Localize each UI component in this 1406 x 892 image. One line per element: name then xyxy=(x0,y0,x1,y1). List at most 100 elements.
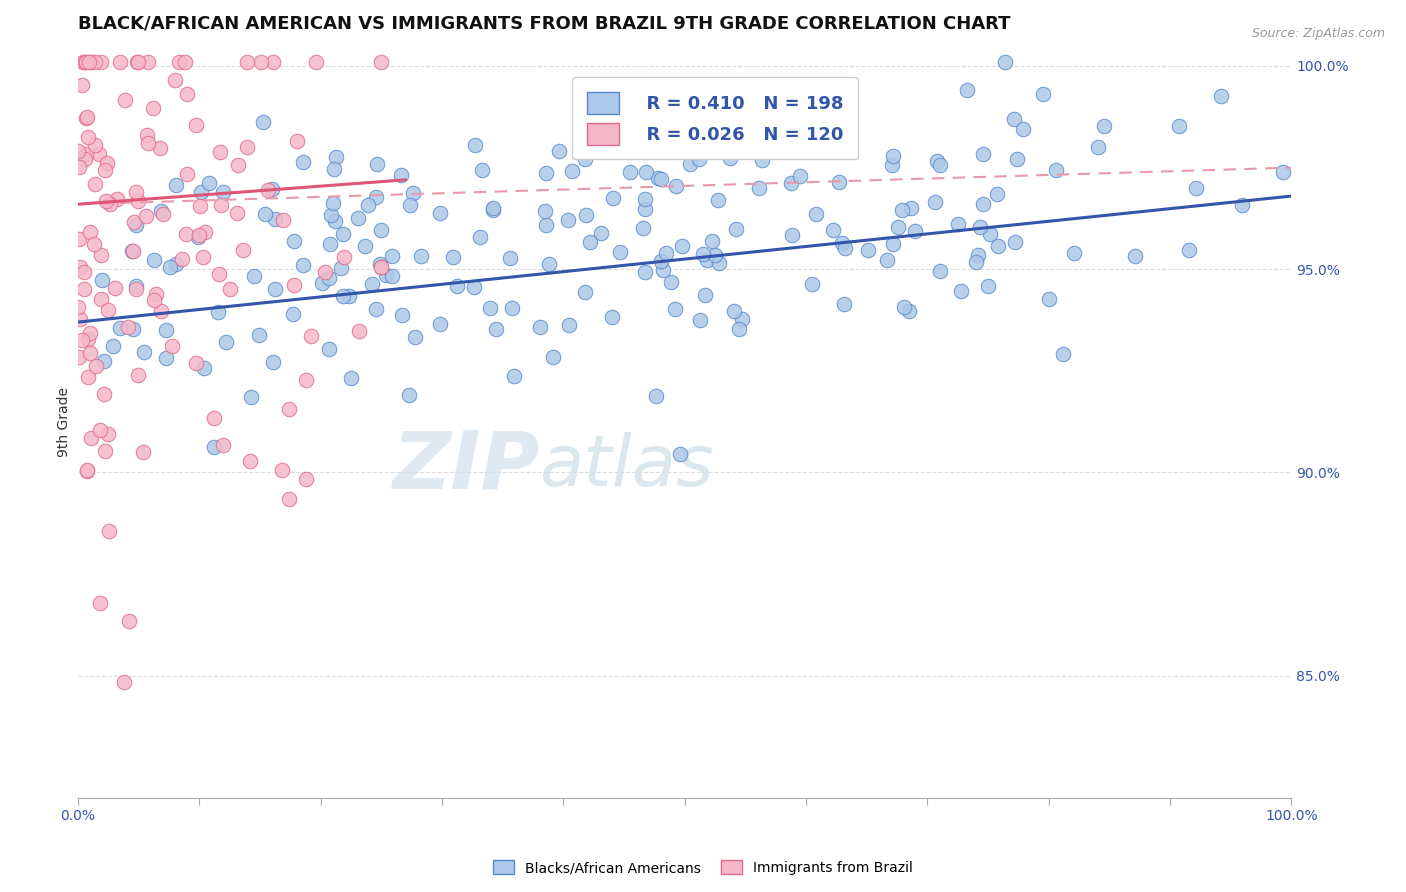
Point xyxy=(202,410,225,425)
Point xyxy=(90,54,112,69)
Point xyxy=(887,219,910,234)
Point xyxy=(94,443,117,458)
Point xyxy=(150,204,173,219)
Point xyxy=(93,387,115,401)
Point xyxy=(122,215,145,229)
Point xyxy=(655,245,678,260)
Point xyxy=(83,237,105,252)
Point xyxy=(634,202,657,216)
Point xyxy=(1230,198,1253,212)
Point xyxy=(688,152,710,166)
Point xyxy=(132,445,155,459)
Point xyxy=(143,293,166,307)
Point xyxy=(731,312,754,326)
Point xyxy=(900,201,922,215)
Point xyxy=(135,128,157,142)
Point xyxy=(70,333,93,347)
Point xyxy=(218,282,240,296)
Point xyxy=(89,423,111,437)
Point xyxy=(366,157,388,171)
Point xyxy=(247,327,270,342)
Point xyxy=(725,221,748,235)
Point xyxy=(97,426,120,441)
Point xyxy=(323,214,346,228)
Point xyxy=(262,355,284,369)
Point xyxy=(108,54,131,69)
Point xyxy=(703,248,725,262)
Point xyxy=(184,356,207,370)
Point xyxy=(479,301,502,315)
Point xyxy=(155,351,177,365)
Point xyxy=(965,255,987,269)
Point xyxy=(1167,119,1189,133)
Point xyxy=(281,307,304,321)
Point xyxy=(547,144,569,158)
Point xyxy=(389,168,412,182)
Point xyxy=(212,186,235,200)
Point xyxy=(659,275,682,289)
Point xyxy=(136,54,159,69)
Point xyxy=(67,144,90,158)
Point xyxy=(409,249,432,263)
Point xyxy=(72,282,94,296)
Point xyxy=(135,209,157,223)
Point xyxy=(977,279,1000,293)
Point xyxy=(534,165,557,179)
Point xyxy=(537,256,560,270)
Point xyxy=(77,129,100,144)
Point xyxy=(706,193,728,207)
Point xyxy=(357,198,380,212)
Point xyxy=(381,268,404,283)
Point xyxy=(235,54,257,69)
Point xyxy=(924,194,946,209)
Point xyxy=(155,323,177,337)
Point xyxy=(689,313,711,327)
Point xyxy=(209,145,232,159)
Point xyxy=(679,157,702,171)
Point xyxy=(159,260,181,275)
Point xyxy=(780,227,803,242)
Point xyxy=(73,265,96,279)
Point xyxy=(278,492,301,507)
Point xyxy=(558,318,581,333)
Point xyxy=(429,318,451,332)
Point xyxy=(443,250,465,264)
Point xyxy=(207,305,229,319)
Point xyxy=(75,111,97,125)
Point xyxy=(191,250,214,264)
Point xyxy=(876,253,898,268)
Point xyxy=(578,235,600,250)
Point xyxy=(239,390,262,404)
Point xyxy=(828,175,851,189)
Point xyxy=(117,320,139,334)
Point xyxy=(557,213,579,227)
Point xyxy=(77,370,100,384)
Point xyxy=(322,196,344,211)
Point xyxy=(97,302,120,317)
Point xyxy=(142,101,165,115)
Point xyxy=(485,321,508,335)
Point xyxy=(125,282,148,296)
Point xyxy=(1271,165,1294,179)
Point xyxy=(295,374,318,388)
Point xyxy=(321,208,343,222)
Point xyxy=(664,302,686,317)
Point xyxy=(250,54,273,69)
Point xyxy=(1038,292,1060,306)
Legend:   R = 0.410   N = 198,   R = 0.026   N = 120: R = 0.410 N = 198, R = 0.026 N = 120 xyxy=(572,78,858,160)
Point xyxy=(370,260,392,274)
Point xyxy=(541,351,564,365)
Point xyxy=(347,324,370,338)
Point xyxy=(121,244,143,258)
Point xyxy=(893,300,915,314)
Point xyxy=(291,155,314,169)
Point xyxy=(121,244,143,259)
Point xyxy=(193,361,215,376)
Point xyxy=(145,287,167,301)
Point xyxy=(501,301,523,316)
Point xyxy=(187,230,209,244)
Point xyxy=(318,342,340,356)
Point xyxy=(800,277,823,291)
Point xyxy=(173,54,195,69)
Point xyxy=(132,345,155,359)
